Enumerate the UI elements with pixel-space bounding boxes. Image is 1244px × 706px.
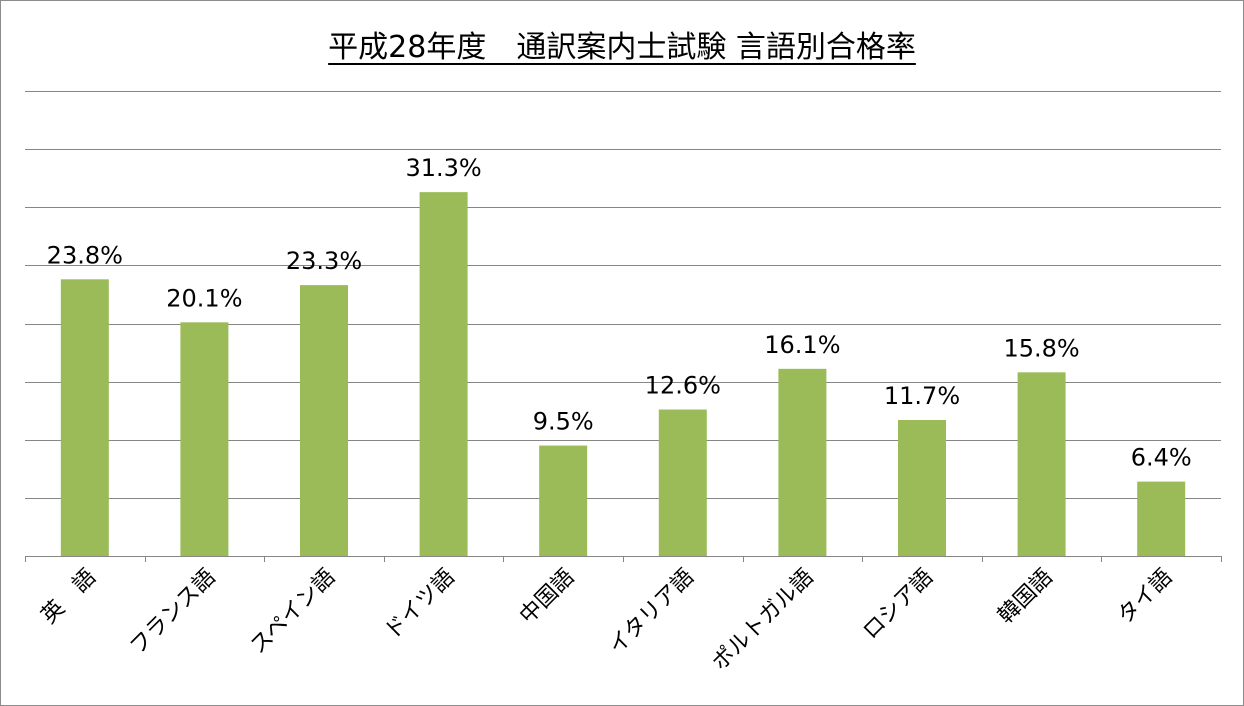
bar-0 [60, 279, 109, 556]
value-label-5: 12.6% [645, 372, 721, 400]
category-label-1: フランス語 [125, 565, 220, 660]
bar-3 [419, 192, 468, 556]
value-label-8: 15.8% [1003, 334, 1079, 362]
value-label-4: 9.5% [533, 408, 594, 436]
value-label-9: 6.4% [1131, 444, 1192, 472]
category-label-5: イタリア語 [604, 565, 699, 660]
category-label-8: 韓国語 [993, 565, 1057, 629]
bars [60, 192, 1186, 556]
bar-5 [658, 409, 707, 556]
bar-9 [1137, 481, 1186, 556]
bar-7 [898, 419, 946, 556]
category-label-0: 英 語 [37, 565, 101, 629]
category-label-4: 中国語 [515, 565, 579, 629]
chart-title: 平成28年度 通訳案内士試験 言語別合格率 [328, 30, 916, 65]
bar-2 [300, 285, 348, 556]
category-label-3: ドイツ語 [380, 565, 460, 645]
bar-1 [180, 322, 229, 556]
bar-4 [539, 445, 588, 556]
value-label-0: 23.8% [47, 241, 123, 269]
value-label-3: 31.3% [405, 154, 481, 182]
value-label-2: 23.3% [286, 247, 362, 275]
category-label-7: ロシア語 [858, 565, 938, 645]
value-label-1: 20.1% [166, 284, 242, 312]
bar-6 [778, 368, 827, 556]
value-label-7: 11.7% [884, 382, 960, 410]
category-label-9: タイ語 [1113, 565, 1177, 629]
value-label-6: 16.1% [764, 331, 840, 359]
category-labels: 英 語フランス語 スペイン語 ドイツ語 中国語 イタリア語 ポルトガル語 ロシア語 韓国語 タイ… [37, 565, 1178, 676]
category-label-2: スペイン語 [246, 565, 340, 659]
bar-8 [1017, 372, 1066, 556]
category-label-6: ポルトガル語 [708, 565, 819, 676]
value-labels: 23.8% 20.1% 23.3% 31.3% 9.5% 12.6% 16.1% 11.7% 1… [47, 154, 1192, 471]
